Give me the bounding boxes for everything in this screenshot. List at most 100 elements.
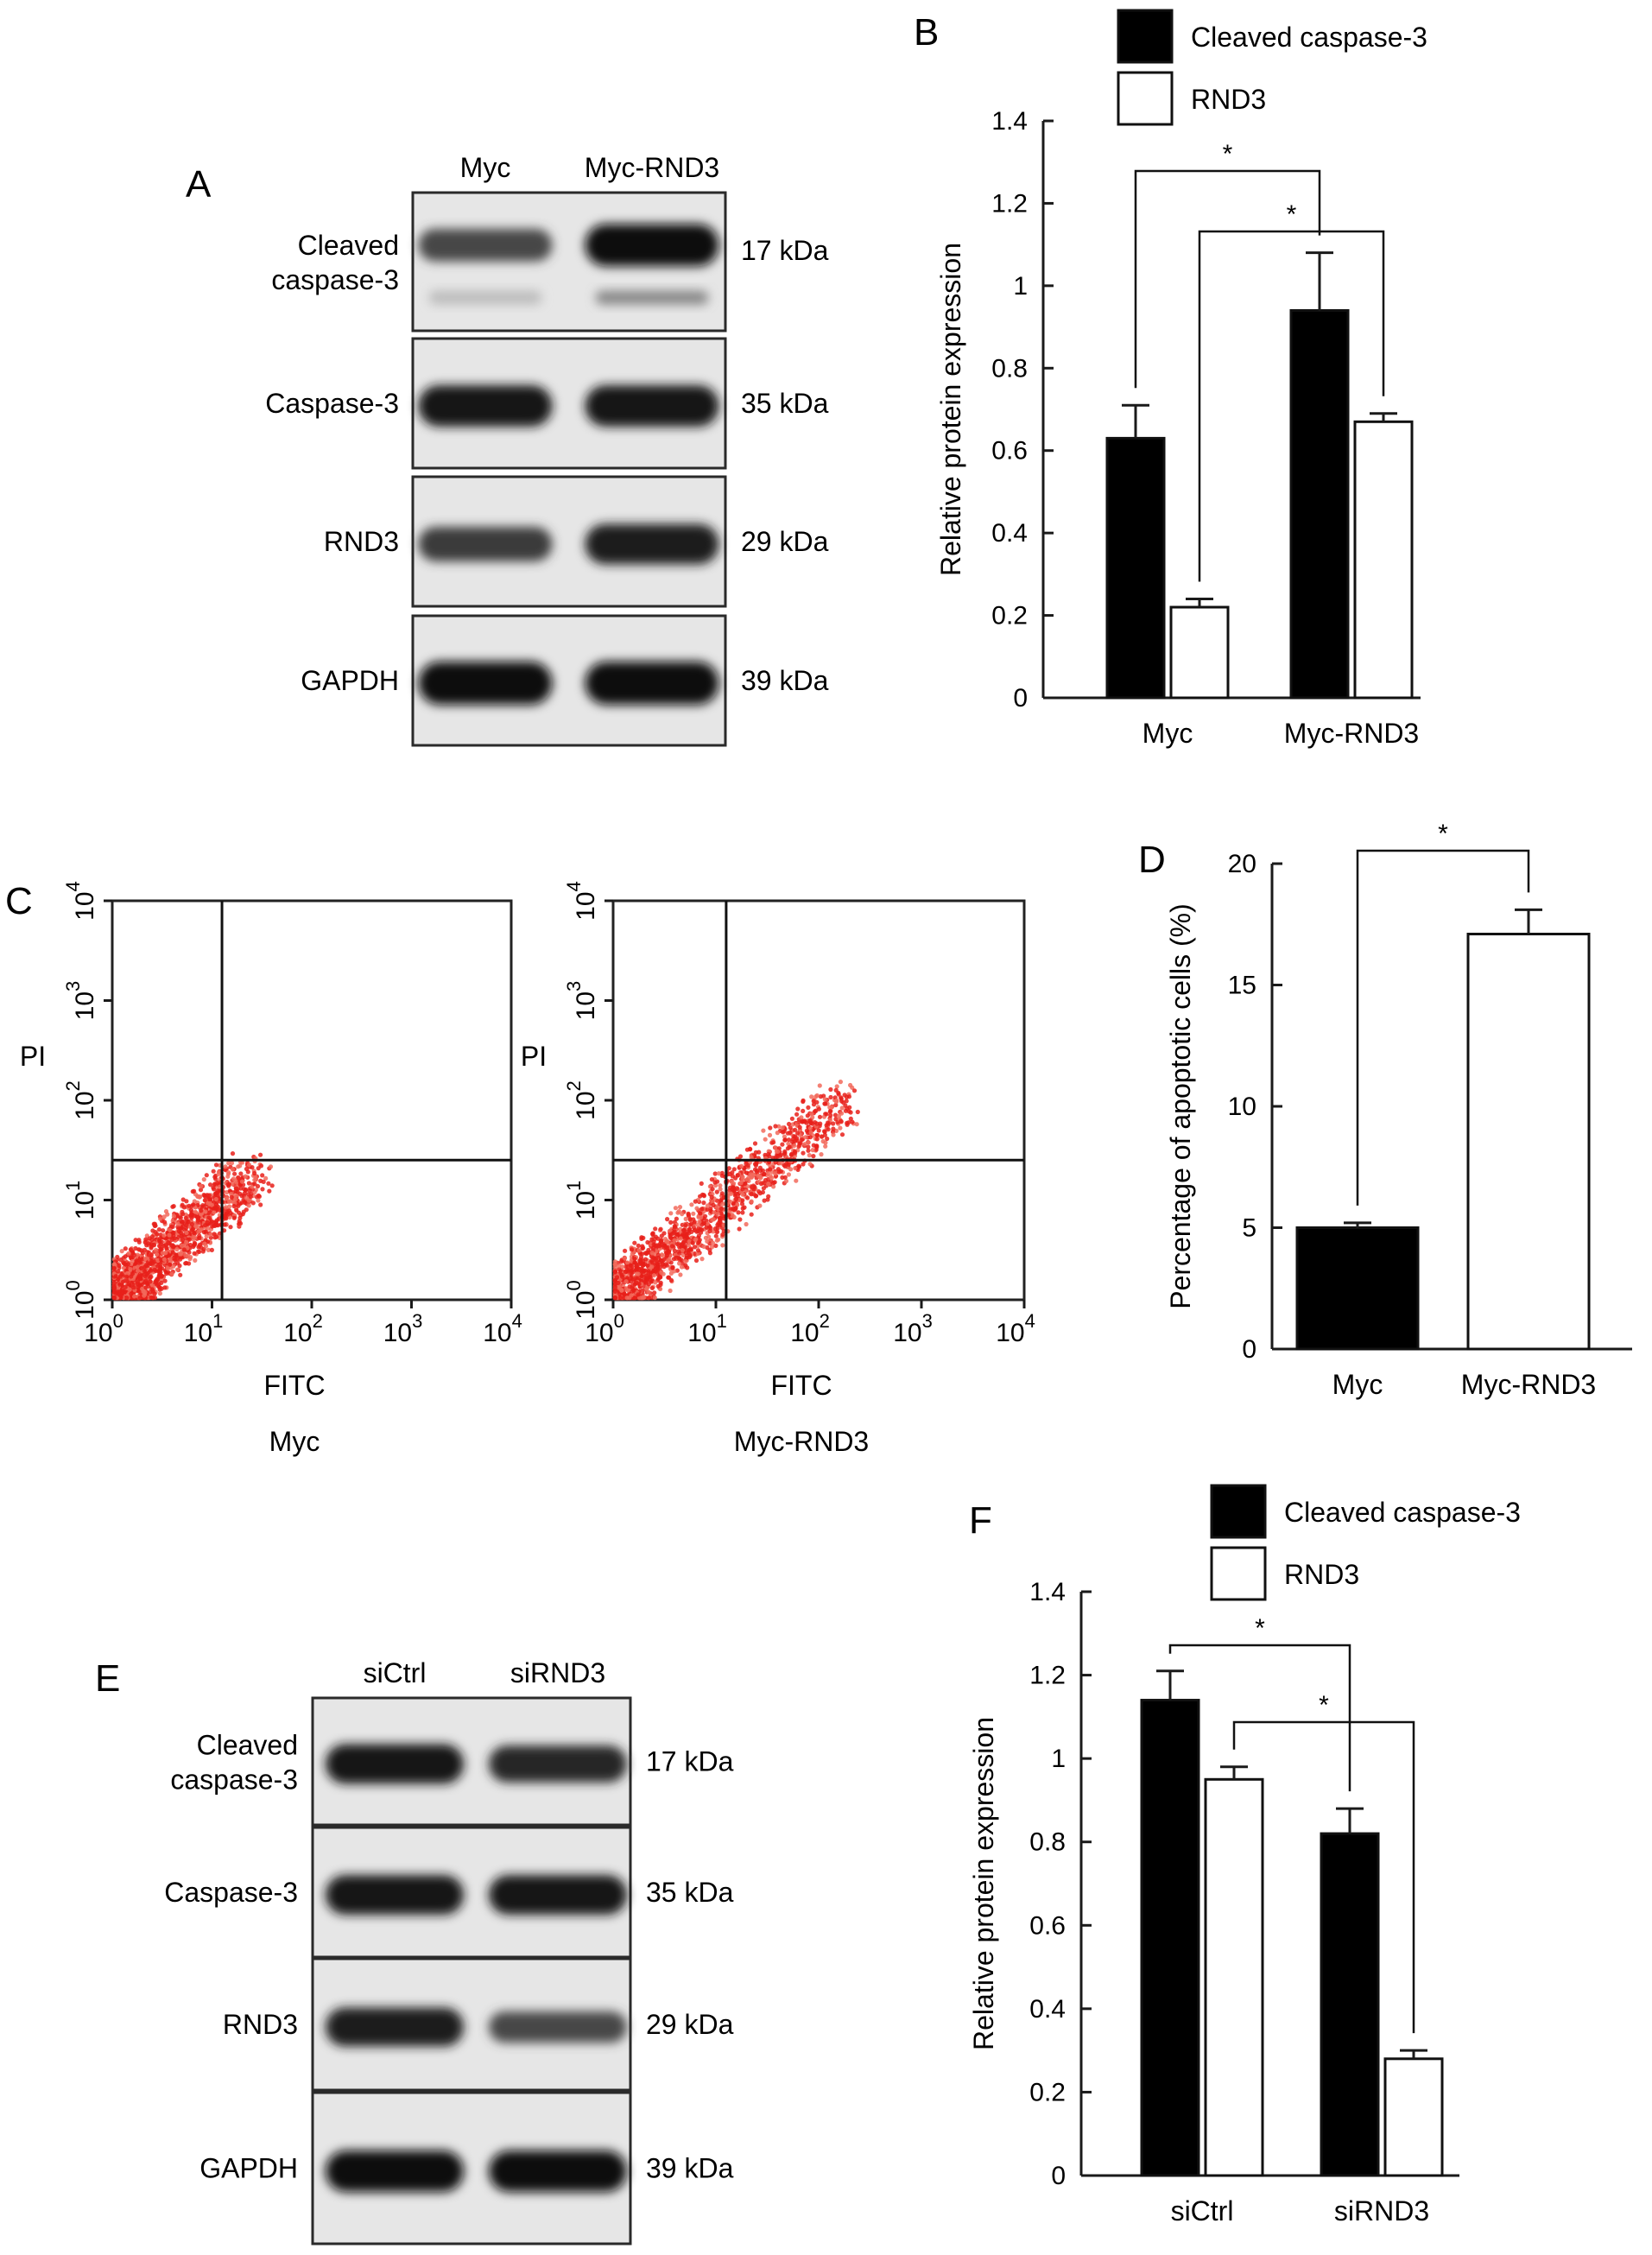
event-dot [691, 1211, 696, 1216]
event-dot [622, 1256, 628, 1261]
event-dot [649, 1285, 655, 1290]
x-tick-exponent: 1 [717, 1310, 727, 1332]
event-dot [231, 1203, 237, 1209]
event-dot [178, 1272, 183, 1277]
band-0-0 [326, 1744, 464, 1784]
kda-label-3: 39 kDa [646, 2153, 734, 2184]
event-dot [640, 1251, 645, 1257]
event-dot [175, 1221, 180, 1226]
x-category-label-myc-rnd3: Myc-RND3 [1284, 718, 1419, 749]
event-dot [119, 1249, 124, 1254]
event-dot [154, 1247, 159, 1252]
y-tick-base: 10 [572, 1091, 600, 1119]
event-dot [178, 1215, 183, 1220]
event-dot [744, 1221, 749, 1227]
event-dot [192, 1213, 198, 1219]
event-dot [729, 1179, 734, 1184]
event-dot [757, 1175, 763, 1180]
x-tick-exponent: 1 [212, 1310, 223, 1332]
event-dot [216, 1172, 221, 1177]
event-dot [850, 1119, 855, 1124]
event-dot [612, 1277, 618, 1283]
y-axis-title: Percentage of apoptotic cells (%) [1165, 903, 1196, 1309]
event-dot [676, 1209, 681, 1214]
event-dot [735, 1186, 740, 1192]
event-dot [641, 1235, 646, 1240]
x-tick-base: 10 [483, 1319, 511, 1347]
event-dot [652, 1295, 658, 1301]
kda-label-3: 39 kDa [741, 665, 829, 696]
event-dot [755, 1168, 760, 1173]
bar-chart-panel-d: 0 5 10 15 20 Percentage of apoptotic cells (%… [1165, 820, 1632, 1400]
event-dot [641, 1269, 646, 1274]
event-dot [204, 1173, 209, 1178]
event-dot [683, 1258, 688, 1264]
y-tick-label: 10 [1228, 1093, 1256, 1121]
y-tick-label: 101 [62, 1181, 99, 1220]
x-tick-base: 10 [383, 1319, 412, 1347]
event-dot [233, 1197, 238, 1202]
event-dot [183, 1215, 188, 1220]
event-dot [121, 1279, 126, 1284]
event-dot [809, 1111, 814, 1117]
x-tick-exponent: 3 [412, 1310, 422, 1332]
event-dot [150, 1295, 155, 1301]
event-dot [155, 1276, 161, 1283]
event-dot [797, 1164, 802, 1169]
event-dot [214, 1190, 219, 1195]
event-dot [718, 1211, 724, 1216]
legend-swatch-rnd3 [1210, 1546, 1267, 1601]
event-dot [695, 1228, 700, 1233]
event-dot [150, 1283, 155, 1289]
event-dot [803, 1135, 808, 1140]
event-dot [795, 1131, 801, 1136]
event-dot [705, 1203, 711, 1208]
event-dot [649, 1251, 655, 1256]
event-dot [653, 1226, 658, 1232]
event-dot [267, 1188, 272, 1194]
event-dot [709, 1194, 714, 1200]
event-dot [213, 1162, 219, 1168]
x-category-label-myc-rnd3: Myc-RND3 [1461, 1369, 1596, 1400]
event-dot [192, 1251, 197, 1256]
event-dot [737, 1226, 742, 1232]
event-dot [179, 1243, 185, 1248]
event-dot [766, 1194, 771, 1199]
event-dot [693, 1237, 698, 1242]
event-dot [801, 1119, 807, 1124]
legend-swatch-cleaved-caspase-3 [1117, 9, 1174, 64]
event-dot [713, 1243, 718, 1248]
event-dot [252, 1170, 257, 1176]
band-1-0 [326, 1875, 464, 1915]
band-1-0 [418, 385, 553, 427]
band-0-1 [489, 1745, 627, 1783]
event-dot [229, 1161, 235, 1166]
event-dot [649, 1237, 655, 1242]
event-dot [124, 1274, 130, 1279]
event-dot [168, 1227, 173, 1232]
event-dot [237, 1191, 243, 1196]
event-dot [661, 1231, 667, 1236]
event-dot [117, 1282, 123, 1287]
event-dot [745, 1195, 750, 1200]
event-dot [808, 1130, 813, 1135]
event-dot [184, 1222, 189, 1227]
event-dot [123, 1246, 128, 1251]
band-2-1 [489, 2011, 627, 2043]
event-dot [174, 1246, 180, 1252]
event-dot [831, 1132, 836, 1137]
event-dot [227, 1204, 232, 1209]
event-dot [814, 1137, 820, 1142]
event-dot [131, 1294, 137, 1299]
event-dot [757, 1191, 763, 1196]
event-dot [243, 1174, 248, 1179]
event-dot [208, 1232, 213, 1237]
event-dot [710, 1240, 716, 1245]
x-tick-label: 103 [383, 1310, 423, 1347]
event-dot [771, 1184, 776, 1189]
event-dot [733, 1191, 738, 1196]
event-dot [196, 1229, 201, 1234]
event-dot [695, 1222, 700, 1227]
y-tick-base: 10 [71, 891, 99, 920]
event-dot [130, 1259, 135, 1264]
